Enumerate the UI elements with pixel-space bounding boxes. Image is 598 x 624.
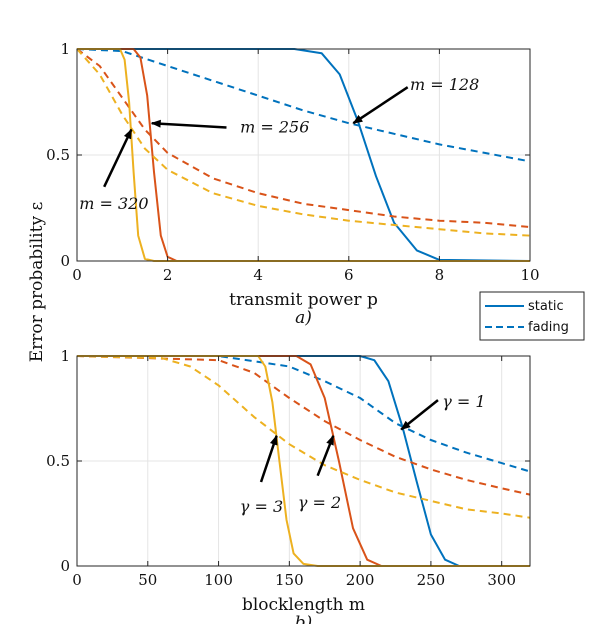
- y-tick-label: 0: [60, 252, 70, 270]
- annotation-arrow: [400, 399, 439, 431]
- y-tick-label: 0: [60, 557, 70, 575]
- x-tick-label: 50: [138, 571, 157, 589]
- series-line: [76, 355, 531, 519]
- series-line: [77, 355, 530, 567]
- annotation-arrow: [150, 119, 227, 129]
- x-tick-label: 200: [346, 571, 375, 589]
- annotation-label: m = 256: [240, 117, 309, 136]
- x-tick-label: 0: [72, 266, 82, 284]
- annotation-arrow: [103, 128, 133, 188]
- y-axis-label: Error probability ε: [27, 202, 47, 363]
- x-tick-label: 250: [417, 571, 446, 589]
- x-tick-label: 8: [435, 266, 445, 284]
- legend-static-label: static: [528, 299, 564, 314]
- annotation-label: γ = 2: [298, 493, 341, 512]
- panel-b: 0 50 100 150 200 250 300 0 0.5 1 blocklength mb) γ …: [46, 347, 531, 624]
- panel-label: a): [295, 308, 312, 328]
- annotation-arrow: [259, 434, 278, 483]
- series-line: [77, 355, 530, 567]
- y-tick-label: 0.5: [46, 452, 70, 470]
- legend-box: [479, 291, 585, 341]
- x-tick-label: 150: [275, 571, 304, 589]
- annotation-label: m = 128: [410, 75, 479, 94]
- x-axis-label: blocklength m: [242, 595, 365, 615]
- legend-fading-label: fading: [528, 320, 569, 335]
- x-tick-label: 6: [344, 266, 354, 284]
- annotation-label: m = 320: [79, 194, 148, 213]
- series-line: [76, 48, 531, 163]
- series-line: [77, 48, 531, 262]
- annotation-arrow: [352, 86, 409, 125]
- y-tick-label: 1: [60, 40, 70, 58]
- series-line: [77, 48, 530, 262]
- x-tick-label: 10: [520, 266, 539, 284]
- series-line: [76, 355, 531, 496]
- y-tick-label: 1: [60, 347, 70, 365]
- x-tick-label: 100: [204, 571, 233, 589]
- annotation-label: γ = 1: [442, 392, 485, 411]
- x-tick-label: 4: [253, 266, 263, 284]
- series-line: [76, 48, 531, 237]
- annotation-label: γ = 3: [240, 497, 283, 516]
- series-line: [77, 355, 531, 473]
- x-tick-label: 300: [487, 571, 516, 589]
- series-line: [77, 355, 530, 567]
- y-tick-label: 0.5: [46, 146, 70, 164]
- x-tick-label: 0: [72, 571, 82, 589]
- panel-a: 0 2 4 6 8 10 0 0.5 1 transmit power pa) m = 128 m =…: [46, 40, 539, 328]
- panel-label: b): [295, 613, 313, 624]
- x-tick-label: 2: [163, 266, 173, 284]
- series-line: [77, 48, 530, 262]
- series-line: [76, 48, 531, 229]
- annotation-arrow: [316, 434, 335, 477]
- x-axis-label: transmit power p: [229, 290, 378, 310]
- legend: static fading: [479, 291, 585, 341]
